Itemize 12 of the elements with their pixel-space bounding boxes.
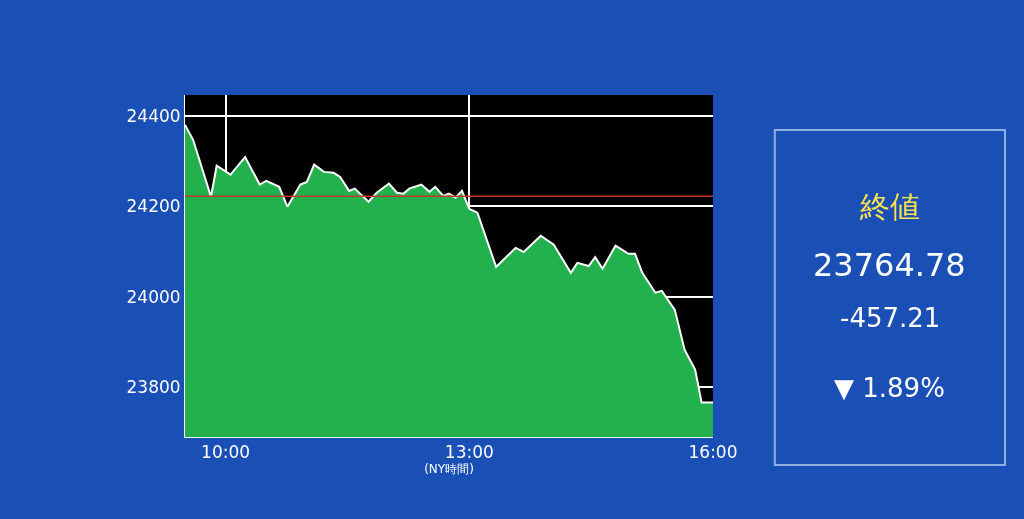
text: ▼ 1.89%	[834, 373, 945, 403]
text: 23764.78	[813, 246, 966, 284]
text: 終値	[859, 189, 920, 224]
x-axis-title: (NY時間)	[424, 462, 474, 477]
x-tick-label: 10:00	[201, 442, 251, 463]
x-tick-label: 16:00	[688, 442, 738, 463]
y-tick-label: 24000	[126, 286, 181, 307]
y-tick-label: 24200	[126, 196, 181, 217]
x-tick-label: 13:00	[444, 442, 494, 463]
text: -457.21	[840, 303, 941, 333]
y-tick-label: 24400	[126, 105, 181, 126]
y-tick-label: 23800	[126, 377, 181, 398]
